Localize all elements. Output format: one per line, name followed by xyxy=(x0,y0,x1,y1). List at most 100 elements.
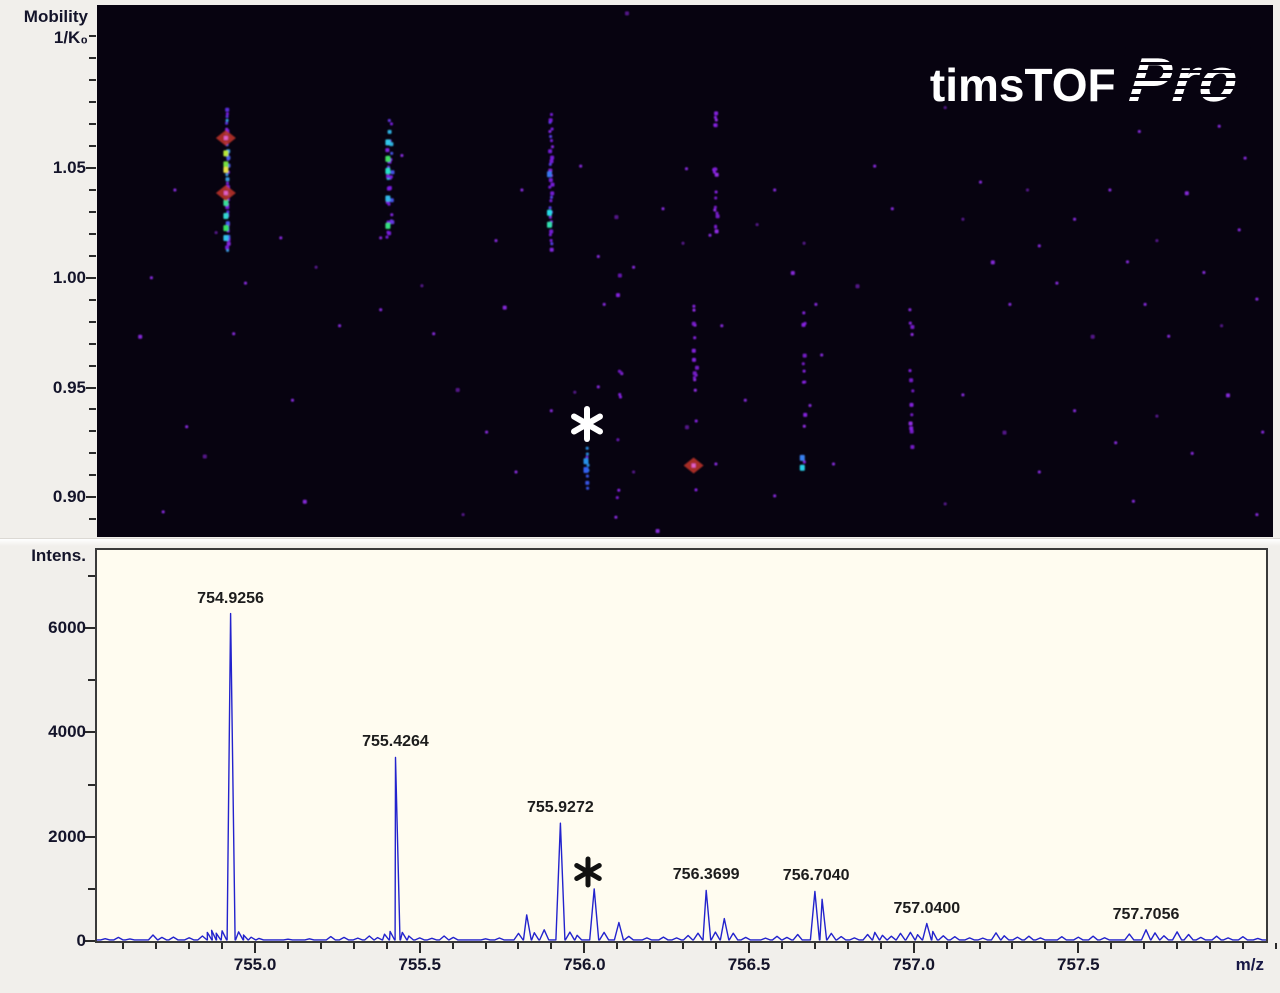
ion-dot xyxy=(1008,302,1012,306)
ion-dot xyxy=(548,233,552,237)
ion-dot xyxy=(773,188,777,192)
ion-hotspot xyxy=(583,458,589,465)
ion-dot xyxy=(390,151,394,155)
heatmap-y-tick-label: 1.05 xyxy=(52,157,86,177)
ion-dot xyxy=(692,308,696,312)
spectrum-x-tick xyxy=(1044,943,1047,949)
ion-dot xyxy=(617,273,622,278)
ion-dot xyxy=(1202,271,1206,274)
ion-dot xyxy=(693,336,697,340)
ion-dot xyxy=(616,438,620,442)
spectrum-x-tick xyxy=(1110,943,1113,949)
ion-dot xyxy=(379,236,383,240)
ion-dot xyxy=(586,463,590,467)
spectrum-x-tick xyxy=(649,943,652,949)
ion-dot xyxy=(338,324,342,328)
ion-dot xyxy=(1143,302,1147,306)
spectrum-plot-area[interactable]: 754.9256 755.4264 755.9272 756.3699 756.7040… xyxy=(95,548,1268,943)
ion-dot xyxy=(1002,430,1007,435)
ion-dot xyxy=(1255,513,1259,517)
ion-dot xyxy=(909,429,914,434)
ion-dot xyxy=(1037,470,1041,474)
spectrum-x-tick xyxy=(616,943,619,949)
spectrum-x-tick xyxy=(352,943,355,949)
ion-dot xyxy=(1073,409,1077,413)
peak-label: 757.7056 xyxy=(1112,905,1180,923)
ion-dot xyxy=(214,231,218,235)
heatmap-y-tick xyxy=(89,78,96,81)
spectrum-x-tick xyxy=(484,943,487,949)
ion-dot xyxy=(550,195,553,199)
heatmap-y-tick xyxy=(86,166,96,169)
ion-dot xyxy=(692,376,696,380)
ion-dot xyxy=(389,175,393,179)
ion-dot xyxy=(694,419,698,423)
ion-dot xyxy=(225,121,229,125)
ion-dot xyxy=(801,322,806,327)
ion-dot xyxy=(551,145,554,149)
ion-dot xyxy=(548,178,553,183)
ion-hotspot xyxy=(223,235,229,241)
ion-dot xyxy=(615,496,619,500)
ion-hotspot xyxy=(385,155,391,162)
ion-dot xyxy=(549,247,554,252)
heatmap-y-tick xyxy=(89,210,96,213)
ion-dot xyxy=(379,308,383,312)
ion-dot xyxy=(961,393,965,397)
ion-dot xyxy=(832,462,835,466)
ion-dot xyxy=(225,177,230,182)
ion-dot xyxy=(693,388,697,392)
ion-dot xyxy=(549,135,553,138)
ion-dot xyxy=(890,207,894,211)
heatmap-y-tick xyxy=(89,100,96,103)
ion-dot xyxy=(715,211,719,215)
ion-dot xyxy=(385,148,390,153)
spectrum-x-tick xyxy=(517,943,520,949)
ion-dot xyxy=(632,470,636,474)
ion-dot xyxy=(225,205,230,210)
ion-dot xyxy=(390,213,394,217)
ion-hotspot xyxy=(385,195,391,202)
spectrum-x-tick-label: 757.0 xyxy=(892,955,935,974)
panel-divider xyxy=(0,538,1280,549)
spectrum-x-tick xyxy=(682,943,685,949)
ion-hotspot xyxy=(385,139,391,146)
ion-dot xyxy=(961,217,965,221)
ion-dot xyxy=(801,362,805,366)
ion-hotspot xyxy=(547,171,552,178)
ion-dot xyxy=(908,421,913,426)
ion-dot xyxy=(802,311,806,315)
ion-dot xyxy=(714,172,719,177)
spectrum-asterisk-annotation xyxy=(574,856,602,888)
ion-dot xyxy=(714,229,719,234)
ion-dot xyxy=(550,127,554,131)
ion-dot xyxy=(713,123,717,127)
ion-dot xyxy=(573,390,577,394)
ion-dot xyxy=(548,206,552,210)
ion-dot xyxy=(632,265,636,269)
spectrum-x-tick xyxy=(780,943,783,949)
ion-dot xyxy=(550,191,555,196)
spectrum-x-tick xyxy=(1209,943,1212,949)
ion-dot xyxy=(138,334,143,339)
ion-dot xyxy=(943,502,947,506)
heatmap-y-tick xyxy=(89,298,96,301)
heatmap-plot-area[interactable]: timsTOF Pro xyxy=(97,5,1273,537)
ion-dot xyxy=(389,198,394,203)
ion-dot xyxy=(173,188,177,192)
ion-dot xyxy=(713,167,717,171)
heatmap-y-tick xyxy=(89,342,96,345)
ion-dot xyxy=(432,332,436,336)
ion-dot xyxy=(755,223,759,227)
ion-dot xyxy=(691,348,696,353)
ion-dot xyxy=(225,245,230,250)
ion-dot xyxy=(617,488,621,492)
spectrum-x-tick xyxy=(122,943,125,949)
spectrum-x-tick xyxy=(1176,943,1179,949)
spectrum-y-tick xyxy=(88,783,95,786)
ion-dot xyxy=(714,118,718,122)
instrument-logo: timsTOF Pro xyxy=(930,45,1243,116)
heatmap-y-tick xyxy=(89,232,96,235)
heatmap-y-tick xyxy=(86,496,96,499)
heatmap-y-tick xyxy=(89,254,96,257)
